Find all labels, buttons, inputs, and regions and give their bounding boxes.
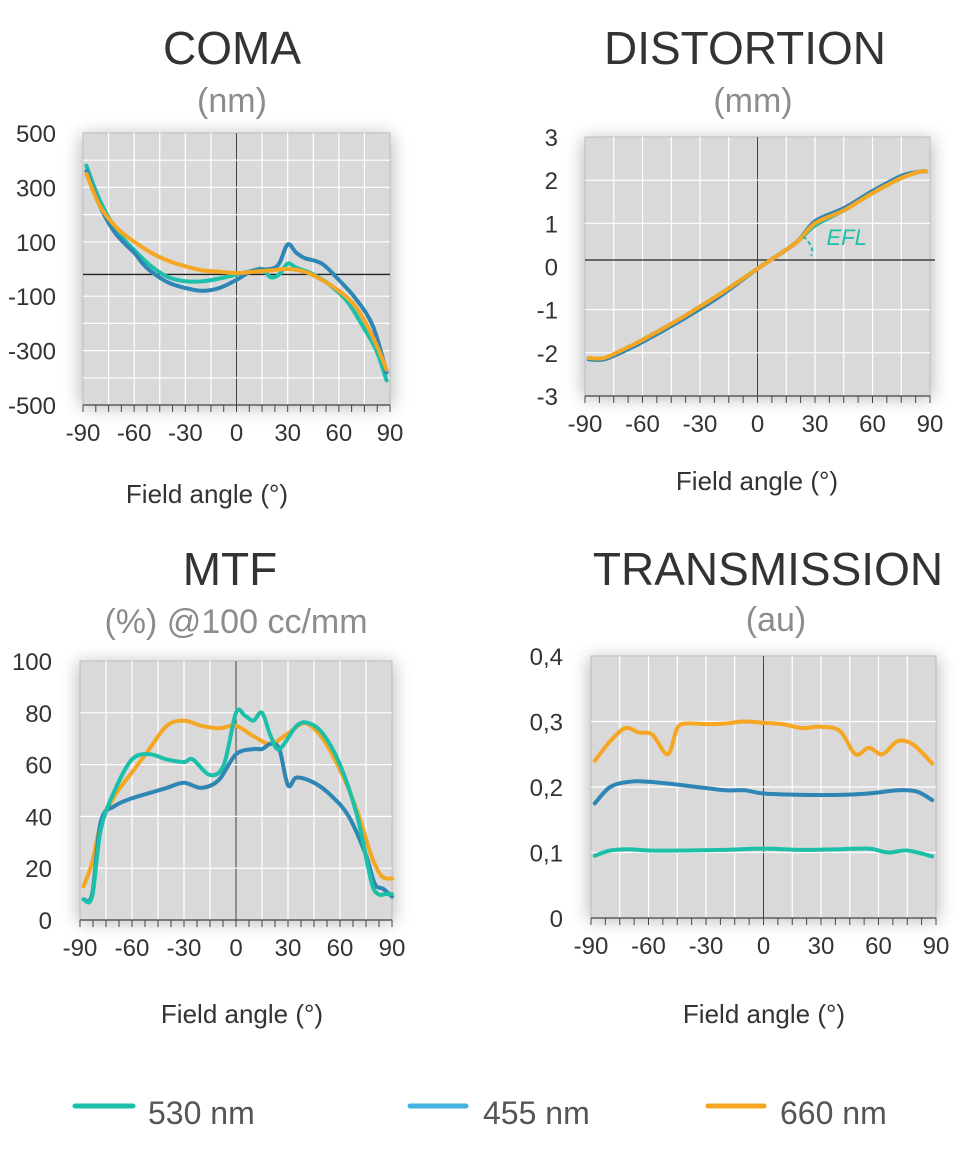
transmission-xtick-label: 0 xyxy=(757,933,770,960)
mtf-plot: -90 -60 -30 0 30 60 90 100 80 60 40 20 0 xyxy=(12,649,405,962)
coma-xtick-label: 90 xyxy=(377,420,404,447)
coma-ytick-label: 300 xyxy=(16,175,56,202)
chart-coma: COMA (nm) -90 -60 -30 0 30 60 90500300100-100-… xyxy=(8,22,403,509)
mtf-ytick-label: 0 xyxy=(39,908,52,935)
coma-ytick-label: -300 xyxy=(8,339,56,366)
transmission-series-530nm xyxy=(592,846,935,859)
coma-ytick-label: -100 xyxy=(8,284,56,311)
mtf-xtick-label: 30 xyxy=(275,935,302,962)
distortion-title: DISTORTION xyxy=(604,22,886,74)
transmission-plot: -90 -60 -30 0 30 60 90 0,4 0,3 0,2 0,1 0 xyxy=(530,644,950,960)
mtf-xlabel: Field angle (°) xyxy=(161,999,323,1029)
transmission-xtick-label: 60 xyxy=(865,933,892,960)
distortion-annotation-arrow xyxy=(802,235,814,257)
mtf-subtitle: (%) @100 cc/mm xyxy=(104,603,367,641)
mtf-xtick-label: 60 xyxy=(327,935,354,962)
coma-xtick-label: -30 xyxy=(168,420,203,447)
transmission-series-455nm xyxy=(592,779,935,806)
distortion-xtick-label: 90 xyxy=(917,411,944,438)
transmission-ytick-label: 0,3 xyxy=(530,710,563,737)
coma-series-455nm xyxy=(84,169,389,375)
legend-item-530nm: 530 nm xyxy=(72,1095,255,1131)
legend: 530 nm 455 nm 660 nm xyxy=(72,1095,887,1131)
distortion-xtick-label: 60 xyxy=(859,411,886,438)
coma-xtick-label: 0 xyxy=(230,420,243,447)
coma-xtick-label: 30 xyxy=(274,420,301,447)
mtf-ytick-label: 20 xyxy=(25,856,52,883)
transmission-xtick-label: 30 xyxy=(808,933,835,960)
distortion-ytick-label: -1 xyxy=(537,298,558,325)
coma-title: COMA xyxy=(163,22,301,74)
transmission-title: TRANSMISSION xyxy=(593,543,943,595)
distortion-plot: -90 -60 -30 0 30 60 90 3 2 1 0 -1 -2 -3 EFL xyxy=(537,125,944,438)
distortion-ytick-label: 2 xyxy=(545,168,558,195)
distortion-xtick-label: -30 xyxy=(683,411,718,438)
distortion-annotation-label: EFL xyxy=(827,225,867,250)
mtf-ytick-label: 100 xyxy=(12,649,52,676)
transmission-xtick-label: -30 xyxy=(689,933,724,960)
distortion-ytick-label: 0 xyxy=(545,255,558,282)
coma-ytick-label: 100 xyxy=(16,230,56,257)
transmission-ytick-label: 0,2 xyxy=(530,775,563,802)
transmission-xlabel: Field angle (°) xyxy=(683,999,845,1029)
mtf-series-530nm xyxy=(81,707,394,905)
coma-xtick-label: 60 xyxy=(325,420,352,447)
distortion-series-660nm xyxy=(586,169,929,361)
coma-xtick-label: -60 xyxy=(117,420,152,447)
mtf-xtick-label: -90 xyxy=(63,935,98,962)
distortion-ytick-label: 3 xyxy=(545,125,558,152)
mtf-title: MTF xyxy=(183,543,278,595)
legend-item-660nm: 660 nm xyxy=(705,1095,887,1131)
chart-transmission: TRANSMISSION (au) -90 -60 -30 0 30 60 90 0,4 0,3… xyxy=(530,543,950,1029)
distortion-xlabel: Field angle (°) xyxy=(676,466,838,496)
distortion-xtick-label: -90 xyxy=(568,411,603,438)
distortion-xtick-label: 0 xyxy=(751,411,764,438)
mtf-ytick-label: 80 xyxy=(25,701,52,728)
distortion-ytick-label: 1 xyxy=(545,211,558,238)
legend-label-455nm: 455 nm xyxy=(483,1095,590,1131)
transmission-ytick-label: 0,1 xyxy=(530,841,563,868)
coma-ytick-label: -500 xyxy=(8,393,56,420)
transmission-xtick-label: -60 xyxy=(631,933,666,960)
distortion-ytick-label: -2 xyxy=(537,341,558,368)
legend-item-455nm: 455 nm xyxy=(407,1095,590,1131)
coma-xtick-label: -90 xyxy=(66,420,101,447)
distortion-xtick-label: -60 xyxy=(625,411,660,438)
distortion-ytick-label: -3 xyxy=(537,384,558,411)
mtf-xtick-label: -30 xyxy=(167,935,202,962)
transmission-subtitle: (au) xyxy=(746,601,806,639)
mtf-ytick-label: 40 xyxy=(25,804,52,831)
coma-xlabel: Field angle (°) xyxy=(126,479,288,509)
mtf-ytick-label: 60 xyxy=(25,753,52,780)
coma-ytick-label: 500 xyxy=(16,121,56,148)
coma-series-660nm xyxy=(84,171,389,372)
mtf-xtick-label: 90 xyxy=(379,935,406,962)
legend-label-530nm: 530 nm xyxy=(148,1095,255,1131)
distortion-subtitle: (mm) xyxy=(713,82,792,120)
coma-subtitle: (nm) xyxy=(197,82,267,120)
chart-mtf: MTF (%) @100 cc/mm -90 -60 -30 0 30 60 90 100 80… xyxy=(12,543,405,1029)
mtf-xtick-label: -60 xyxy=(115,935,150,962)
chart-distortion: DISTORTION (mm) -90 -60 -30 0 30 60 90 3 2 1 0 -1 -2… xyxy=(537,22,944,496)
transmission-ytick-label: 0 xyxy=(550,906,563,933)
legend-label-660nm: 660 nm xyxy=(780,1095,887,1131)
distortion-xtick-label: 30 xyxy=(802,411,829,438)
transmission-xtick-label: -90 xyxy=(574,933,609,960)
transmission-xtick-label: 90 xyxy=(923,933,950,960)
transmission-series-660nm xyxy=(592,719,935,766)
mtf-xtick-label: 0 xyxy=(229,935,242,962)
mtf-series-455nm xyxy=(81,741,394,904)
transmission-ytick-label: 0,4 xyxy=(530,644,563,671)
